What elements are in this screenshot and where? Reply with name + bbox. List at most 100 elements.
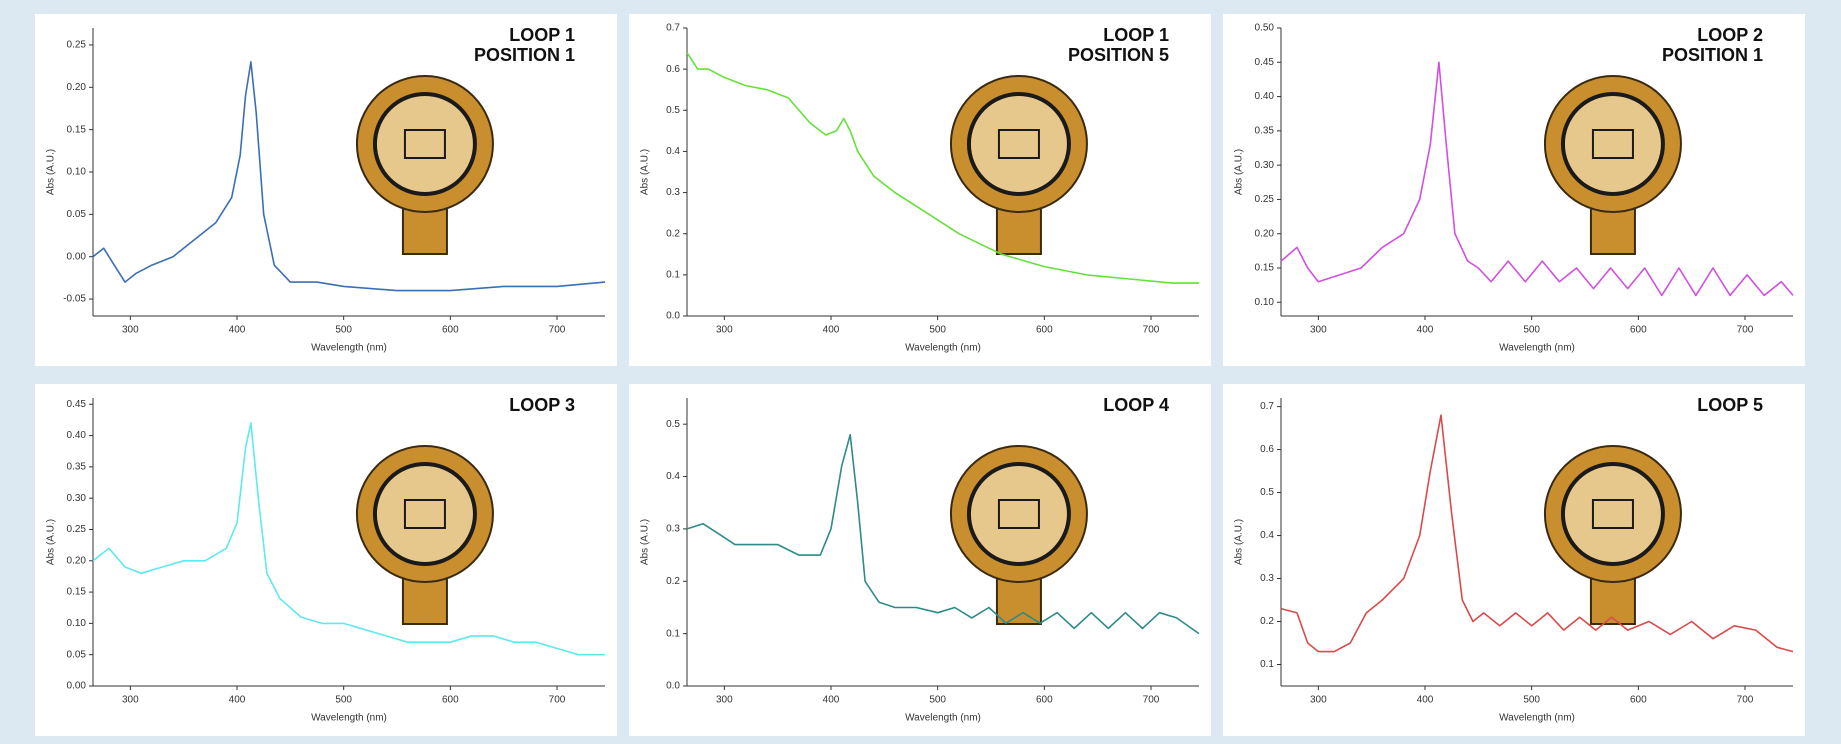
y-tick-label: 0.7: [1260, 401, 1274, 412]
y-tick-label: 0.00: [67, 681, 87, 692]
y-tick-label: 0.1: [1260, 659, 1274, 670]
loop-inner: [375, 464, 475, 564]
y-tick-label: 0.0: [666, 311, 680, 322]
chart-title: POSITION 1: [474, 45, 575, 65]
y-tick-label: 0.25: [67, 524, 87, 535]
y-tick-label: 0.6: [1260, 444, 1274, 455]
y-axis-label: Abs (A.U.): [640, 149, 651, 195]
x-axis-label: Wavelength (nm): [1499, 713, 1575, 724]
y-tick-label: 0.15: [67, 124, 87, 135]
x-tick-label: 300: [1310, 325, 1327, 336]
y-tick-label: 0.3: [666, 524, 680, 535]
y-tick-label: 0.4: [666, 146, 680, 157]
y-tick-label: 0.05: [67, 649, 87, 660]
loop-inner: [969, 464, 1069, 564]
y-tick-label: 0.2: [666, 576, 680, 587]
y-tick-label: 0.4: [666, 471, 680, 482]
y-tick-label: 0.45: [1255, 57, 1275, 68]
panel-background: [629, 14, 1211, 366]
y-axis-label: Abs (A.U.): [1234, 519, 1245, 565]
x-tick-label: 700: [549, 695, 566, 706]
y-tick-label: 0.5: [1260, 487, 1274, 498]
y-tick-label: 0.00: [67, 251, 87, 262]
x-tick-label: 500: [929, 695, 946, 706]
x-tick-label: 700: [1143, 695, 1160, 706]
x-tick-label: 600: [1036, 695, 1053, 706]
x-axis-label: Wavelength (nm): [905, 713, 981, 724]
y-axis-label: Abs (A.U.): [46, 149, 57, 195]
y-tick-label: 0.30: [67, 493, 87, 504]
loop-inner: [969, 94, 1069, 194]
y-tick-label: 0.10: [1255, 297, 1275, 308]
chart-title: LOOP 5: [1697, 395, 1763, 415]
chart-title: LOOP 1: [509, 25, 575, 45]
x-tick-label: 700: [1143, 325, 1160, 336]
x-tick-label: 300: [122, 695, 139, 706]
y-tick-label: 0.25: [1255, 194, 1275, 205]
y-tick-label: 0.20: [67, 555, 87, 566]
x-tick-label: 400: [229, 325, 246, 336]
x-tick-label: 600: [442, 325, 459, 336]
y-tick-label: 0.40: [67, 430, 87, 441]
x-axis-label: Wavelength (nm): [905, 343, 981, 354]
y-tick-label: 0.2: [666, 228, 680, 239]
chart-title: POSITION 1: [1662, 45, 1763, 65]
x-tick-label: 500: [335, 695, 352, 706]
y-tick-label: 0.40: [1255, 91, 1275, 102]
x-axis-label: Wavelength (nm): [311, 343, 387, 354]
x-tick-label: 300: [716, 695, 733, 706]
x-tick-label: 400: [1417, 325, 1434, 336]
panel-background: [1223, 14, 1805, 366]
panel-background: [35, 384, 617, 736]
y-tick-label: 0.6: [666, 64, 680, 75]
x-tick-label: 600: [1630, 325, 1647, 336]
y-tick-label: 0.2: [1260, 616, 1274, 627]
x-tick-label: 500: [929, 325, 946, 336]
x-tick-label: 600: [1036, 325, 1053, 336]
panel-background: [1223, 384, 1805, 736]
y-tick-label: 0.1: [666, 628, 680, 639]
x-tick-label: 400: [823, 695, 840, 706]
page: 300400500600700-0.050.000.050.100.150.20…: [0, 0, 1841, 744]
x-tick-label: 500: [1523, 695, 1540, 706]
y-tick-label: 0.15: [67, 587, 87, 598]
panel-background: [35, 14, 617, 366]
chart-title: LOOP 2: [1697, 25, 1763, 45]
y-tick-label: 0.10: [67, 167, 87, 178]
y-tick-label: -0.05: [63, 294, 86, 305]
x-tick-label: 500: [335, 325, 352, 336]
y-tick-label: 0.0: [666, 681, 680, 692]
chart-panel: 300 400 500 600 700 0.0 0.1 0.2 0.3 0.4 0.5 Wavelen…: [629, 384, 1211, 736]
y-tick-label: 0.50: [1255, 23, 1275, 34]
y-tick-label: 0.7: [666, 23, 680, 34]
x-tick-label: 300: [1310, 695, 1327, 706]
y-axis-label: Abs (A.U.): [46, 519, 57, 565]
chart-title: LOOP 3: [509, 395, 575, 415]
panel-background: [629, 384, 1211, 736]
y-tick-label: 0.3: [1260, 573, 1274, 584]
chart-title: POSITION 5: [1068, 45, 1169, 65]
y-tick-label: 0.45: [67, 399, 87, 410]
x-tick-label: 400: [1417, 695, 1434, 706]
y-tick-label: 0.3: [666, 187, 680, 198]
x-tick-label: 400: [823, 325, 840, 336]
y-tick-label: 0.20: [1255, 228, 1275, 239]
x-tick-label: 600: [1630, 695, 1647, 706]
y-axis-label: Abs (A.U.): [1234, 149, 1245, 195]
x-tick-label: 400: [229, 695, 246, 706]
y-tick-label: 0.10: [67, 618, 87, 629]
loop-inner: [375, 94, 475, 194]
chart-title: LOOP 4: [1103, 395, 1169, 415]
x-tick-label: 300: [122, 325, 139, 336]
y-tick-label: 0.25: [67, 40, 87, 51]
x-tick-label: 700: [1737, 695, 1754, 706]
x-tick-label: 500: [1523, 325, 1540, 336]
y-tick-label: 0.05: [67, 209, 87, 220]
y-tick-label: 0.5: [666, 419, 680, 430]
y-tick-label: 0.30: [1255, 160, 1275, 171]
